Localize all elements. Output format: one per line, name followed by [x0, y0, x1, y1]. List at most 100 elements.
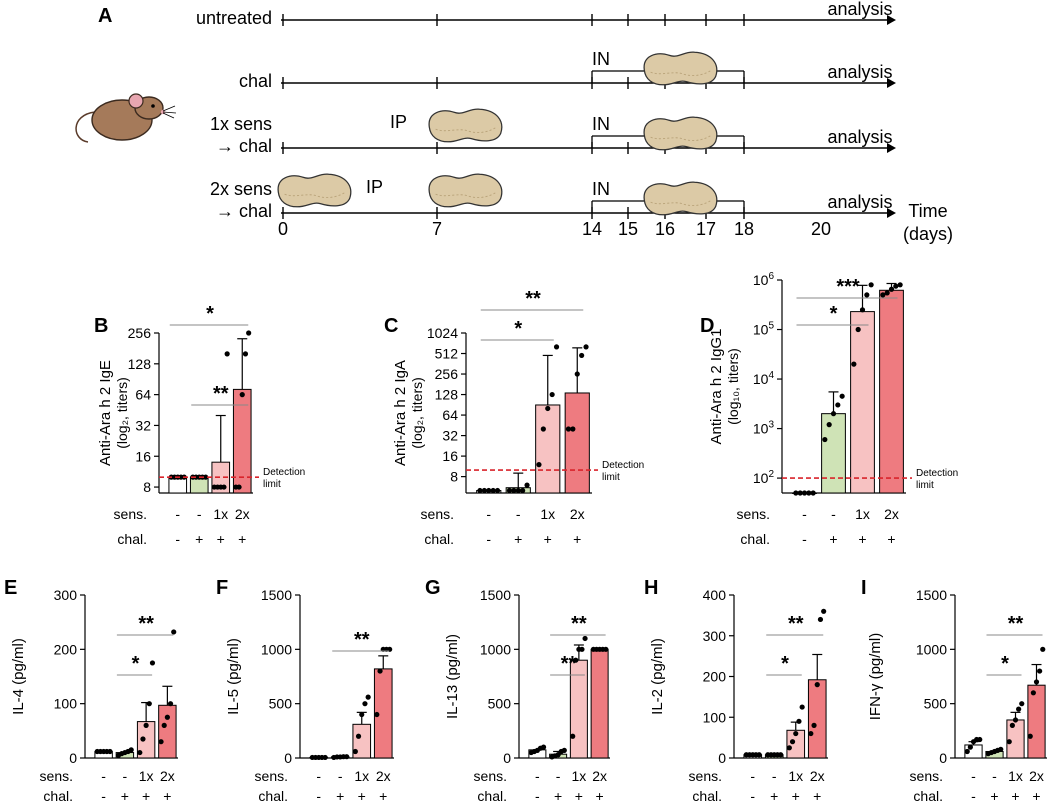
data-point [158, 739, 164, 745]
data-point [859, 307, 866, 313]
data-point [797, 490, 803, 496]
panel-D: D 102 103 104 105 106 Anti-Ara h 2 IgG1 (log₁₀,… [700, 271, 958, 547]
sens-condition: - [556, 768, 561, 784]
chal-condition: + [887, 531, 895, 547]
data-point [236, 484, 242, 490]
bar [1027, 684, 1046, 759]
data-point [789, 739, 796, 745]
peanut-shell [428, 108, 503, 143]
significance-label: * [206, 303, 214, 325]
data-point [477, 487, 483, 494]
bar [590, 648, 609, 759]
detection-limit-label: Detection [263, 467, 305, 478]
chal-condition: + [142, 788, 150, 804]
data-point [359, 711, 365, 718]
chal-condition: + [575, 788, 583, 804]
y-tick-label: 1500 [261, 587, 292, 603]
y-tick-label: 64 [135, 387, 151, 403]
chal-condition: + [121, 788, 129, 804]
bar [821, 413, 846, 494]
significance-label: ** [561, 653, 577, 675]
y-tick-label: 512 [435, 346, 459, 362]
y-tick-label: 500 [924, 696, 948, 712]
sens-condition: - [831, 506, 836, 522]
time-axis-unit: (days) [903, 224, 953, 244]
mouse-whisker [162, 112, 175, 119]
peanut-shell [643, 51, 718, 86]
data-point [808, 730, 814, 737]
y-tick-label: 300 [54, 587, 78, 603]
y-tick-label: 16 [442, 448, 458, 464]
data-point [864, 292, 870, 298]
data-point [573, 657, 579, 663]
sens-row-label: sens. [114, 506, 147, 522]
bar [879, 289, 904, 494]
timeline-day-label: 15 [618, 219, 638, 239]
data-point [1027, 733, 1033, 739]
mouse-tail [75, 111, 96, 143]
data-point [515, 487, 521, 494]
y-tick-label: 8 [450, 469, 458, 485]
data-point [822, 436, 828, 443]
data-point [490, 487, 496, 494]
data-point [799, 704, 805, 710]
bar [158, 704, 177, 759]
chal-condition: - [971, 788, 976, 804]
timeline-arrowhead [887, 208, 896, 218]
data-point [851, 361, 857, 367]
y-tick-label: 400 [703, 587, 727, 603]
chal-condition: - [535, 788, 540, 804]
y-tick-label: 105 [753, 321, 775, 338]
sens-condition: - [338, 768, 343, 784]
sens-condition: - [486, 506, 491, 522]
sens-condition: - [750, 768, 755, 784]
chal-condition: + [336, 788, 344, 804]
chal-condition: + [990, 788, 998, 804]
in-label: IN [592, 179, 610, 199]
data-point [1006, 739, 1012, 745]
chal-condition: + [379, 788, 387, 804]
y-tick-label: 128 [435, 387, 459, 403]
chal-condition: + [217, 531, 225, 547]
data-point [1012, 717, 1019, 723]
sens-condition: - [535, 768, 540, 784]
significance-label: ** [571, 613, 587, 635]
data-point [855, 326, 861, 333]
y-axis-title: (log₂, titers) [409, 377, 425, 449]
data-point [239, 392, 245, 398]
significance-label: ** [213, 383, 229, 405]
panel-letter-D: D [700, 315, 714, 337]
peanut-icon [643, 116, 718, 151]
peanut-texture [435, 191, 497, 199]
data-point [561, 747, 567, 753]
sens-condition: - [516, 506, 521, 522]
y-tick-label: 1000 [480, 641, 511, 657]
detection-limit-label: limit [263, 479, 281, 490]
data-point [897, 282, 903, 288]
y-axis-title: Anti-Ara h 2 IgE [97, 360, 114, 466]
sens-condition: - [971, 768, 976, 784]
y-tick-label: 200 [703, 669, 727, 685]
timeline-group-label: chal [239, 71, 272, 91]
y-tick-label: 104 [753, 370, 775, 387]
data-point [888, 286, 895, 292]
timeline-day-label: 18 [734, 219, 754, 239]
time-axis-title: Time [908, 201, 947, 221]
sens-row-label: sens. [40, 768, 73, 784]
mouse-whisker [162, 105, 176, 112]
data-point [1019, 701, 1025, 707]
data-point [377, 668, 383, 674]
significance-label: * [781, 653, 789, 675]
data-point [570, 426, 576, 432]
data-point [164, 714, 170, 720]
timeline-group-label: 2x sens [210, 179, 272, 199]
y-axis-title: IL-4 (pg/ml) [10, 638, 27, 715]
significance-label: * [830, 303, 838, 325]
timeline-row: 2x sens→ chal analysis IN IP 0 7 14 15 16 17 18 20 T… [210, 173, 953, 244]
data-point [494, 487, 501, 494]
data-point [582, 635, 588, 642]
data-point [810, 490, 816, 496]
data-point [224, 351, 230, 357]
